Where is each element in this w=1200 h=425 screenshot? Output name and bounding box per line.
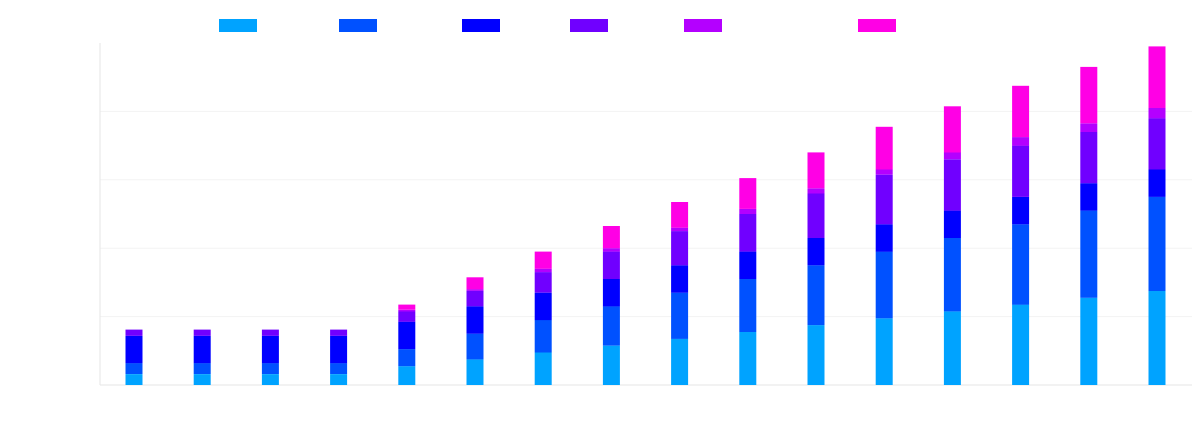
- bar-segment-s6-c15: [1080, 66, 1098, 124]
- bar-segment-s1-c16: [1148, 290, 1166, 385]
- bar-segment-s1-c2: [193, 374, 211, 385]
- bar-segment-s2-c7: [534, 320, 552, 353]
- bar-segment-s4-c4: [330, 329, 348, 336]
- bar-segment-s1-c6: [466, 359, 484, 385]
- bar-segment-s2-c10: [739, 279, 757, 332]
- bar-segment-s3-c11: [807, 237, 825, 266]
- bar-segment-s2-c6: [466, 333, 484, 360]
- bar-segment-s5-c5: [398, 309, 416, 312]
- bar-segment-s3-c4: [330, 335, 348, 364]
- bar-segment-s2-c3: [261, 363, 279, 374]
- legend-swatch-1: [219, 19, 257, 32]
- bar-segment-s4-c16: [1148, 118, 1166, 170]
- bar-segment-s4-c9: [671, 231, 689, 266]
- bar-segment-s3-c6: [466, 306, 484, 334]
- bar-segment-s3-c1: [125, 335, 143, 364]
- bar-segment-s4-c1: [125, 329, 143, 336]
- bar-segment-s2-c15: [1080, 210, 1098, 298]
- bar-segment-s4-c8: [602, 251, 620, 279]
- bar-segment-s4-c10: [739, 214, 757, 252]
- bar-segment-s4-c6: [466, 290, 484, 307]
- bar-segment-s5-c13: [943, 152, 961, 160]
- bar-segment-s1-c9: [671, 338, 689, 385]
- bar-segment-s2-c5: [398, 349, 416, 367]
- bar-segment-s1-c12: [875, 318, 893, 385]
- bar-segment-s4-c5: [398, 311, 416, 322]
- bar-segment-s4-c3: [261, 329, 279, 336]
- bar-segment-s5-c8: [602, 248, 620, 252]
- bar-segment-s3-c14: [1012, 196, 1030, 225]
- bar-segment-s5-c16: [1148, 108, 1166, 119]
- bar-segment-s2-c16: [1148, 196, 1166, 291]
- bar-segment-s5-c9: [671, 227, 689, 232]
- bar-segment-s4-c2: [193, 329, 211, 336]
- bar-segment-s6-c16: [1148, 46, 1166, 108]
- bar-segment-s4-c12: [875, 174, 893, 225]
- bar-segment-s6-c7: [534, 251, 552, 269]
- bar-segment-s3-c12: [875, 224, 893, 252]
- bar-segment-s3-c5: [398, 321, 416, 350]
- legend-swatch-5: [684, 19, 722, 32]
- bar-segment-s5-c14: [1012, 137, 1030, 146]
- bar-segment-s1-c14: [1012, 304, 1030, 385]
- legend-swatch-2: [339, 19, 377, 32]
- bar-segment-s1-c8: [602, 345, 620, 385]
- bar-segment-s3-c7: [534, 292, 552, 321]
- bar-segment-s2-c4: [330, 363, 348, 374]
- bar-segment-s4-c11: [807, 193, 825, 238]
- bar-segment-s3-c8: [602, 279, 620, 307]
- bar-segment-s3-c9: [671, 265, 689, 293]
- bar-segment-s3-c16: [1148, 169, 1166, 197]
- legend-swatch-6: [858, 19, 896, 32]
- bars: [125, 46, 1166, 385]
- bar-segment-s5-c15: [1080, 123, 1098, 132]
- bar-segment-s2-c11: [807, 265, 825, 326]
- bar-segment-s4-c13: [943, 159, 961, 211]
- bar-segment-s3-c13: [943, 210, 961, 238]
- legend-swatch-4: [570, 19, 608, 32]
- bar-segment-s1-c1: [125, 374, 143, 385]
- bar-segment-s5-c11: [807, 188, 825, 194]
- bar-segment-s6-c5: [398, 304, 416, 310]
- legend-swatch-3: [462, 19, 500, 32]
- bar-segment-s1-c7: [534, 352, 552, 385]
- bar-segment-s4-c7: [534, 272, 552, 293]
- bar-segment-s6-c13: [943, 106, 961, 153]
- bar-segment-s6-c14: [1012, 85, 1030, 138]
- bar-segment-s5-c10: [739, 208, 757, 214]
- bar-segment-s2-c13: [943, 237, 961, 312]
- bar-segment-s1-c15: [1080, 297, 1098, 385]
- bar-segment-s6-c12: [875, 126, 893, 170]
- bar-segment-s6-c11: [807, 152, 825, 189]
- bar-segment-s4-c14: [1012, 145, 1030, 197]
- bar-segment-s1-c10: [739, 332, 757, 385]
- bar-segment-s2-c2: [193, 363, 211, 374]
- bar-segment-s1-c5: [398, 366, 416, 385]
- bar-segment-s3-c3: [261, 335, 279, 364]
- axes: [99, 43, 1192, 386]
- bar-segment-s2-c1: [125, 363, 143, 374]
- bar-segment-s6-c8: [602, 226, 620, 249]
- bar-segment-s2-c14: [1012, 224, 1030, 305]
- bar-segment-s6-c10: [739, 178, 757, 209]
- bar-segment-s6-c9: [671, 202, 689, 228]
- bar-segment-s3-c10: [739, 251, 757, 279]
- bar-segment-s1-c11: [807, 325, 825, 385]
- bar-segment-s1-c3: [261, 374, 279, 385]
- bar-segment-s6-c6: [466, 277, 484, 290]
- bar-segment-s1-c13: [943, 311, 961, 385]
- bar-segment-s5-c7: [534, 268, 552, 273]
- bar-segment-s5-c6: [466, 289, 484, 291]
- bar-segment-s2-c12: [875, 251, 893, 319]
- legend: [219, 19, 896, 32]
- bar-segment-s3-c15: [1080, 183, 1098, 211]
- bar-segment-s3-c2: [193, 335, 211, 364]
- bar-segment-s4-c15: [1080, 131, 1098, 184]
- gridlines: [100, 110, 1192, 318]
- bar-segment-s2-c8: [602, 306, 620, 346]
- bar-segment-s2-c9: [671, 292, 689, 339]
- bar-segment-s1-c4: [330, 374, 348, 385]
- bar-segment-s5-c12: [875, 169, 893, 175]
